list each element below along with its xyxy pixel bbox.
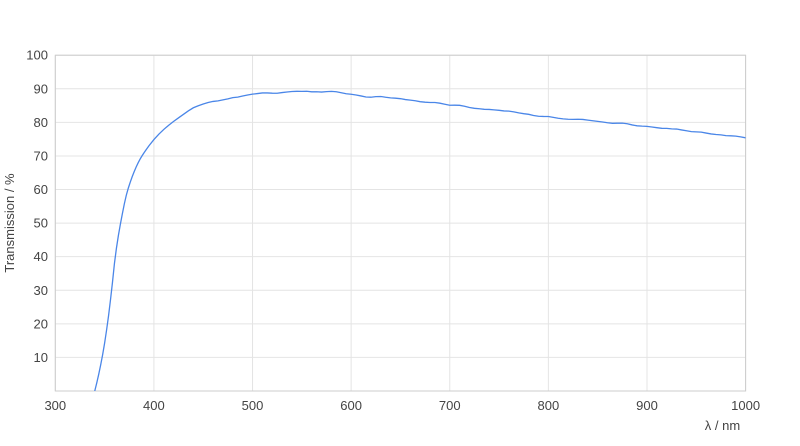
svg-text:500: 500	[242, 398, 264, 413]
svg-text:30: 30	[34, 283, 48, 298]
svg-text:600: 600	[340, 398, 362, 413]
svg-text:40: 40	[34, 249, 48, 264]
svg-text:90: 90	[34, 81, 48, 96]
svg-text:80: 80	[34, 115, 48, 130]
svg-text:300: 300	[44, 398, 66, 413]
svg-text:800: 800	[538, 398, 560, 413]
svg-text:50: 50	[34, 216, 48, 231]
svg-text:λ / nm: λ / nm	[705, 418, 740, 433]
svg-text:900: 900	[636, 398, 658, 413]
svg-text:10: 10	[34, 350, 48, 365]
svg-text:700: 700	[439, 398, 461, 413]
svg-text:60: 60	[34, 182, 48, 197]
svg-text:1000: 1000	[731, 398, 760, 413]
svg-text:Transmission / %: Transmission / %	[2, 173, 17, 273]
svg-text:400: 400	[143, 398, 165, 413]
svg-text:70: 70	[34, 148, 48, 163]
svg-text:100: 100	[26, 48, 48, 63]
svg-text:20: 20	[34, 316, 48, 331]
